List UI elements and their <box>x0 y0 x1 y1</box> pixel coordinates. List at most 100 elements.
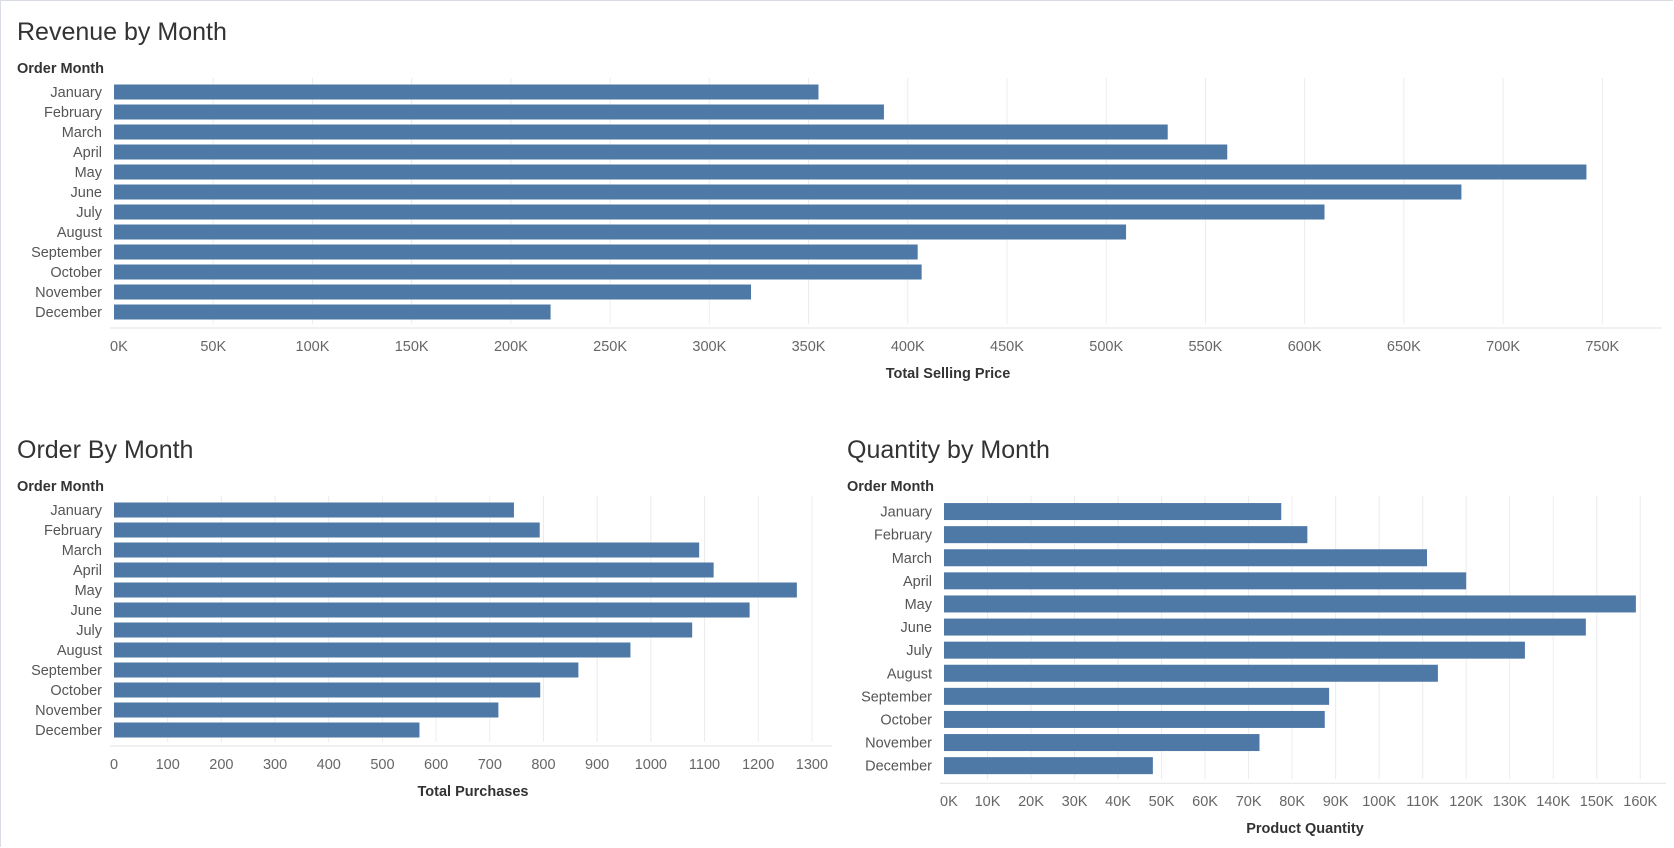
category-label: August <box>57 225 102 241</box>
x-tick-label: 150K <box>1580 794 1614 810</box>
bar-july[interactable] <box>944 641 1525 659</box>
x-tick-label: 500K <box>1089 339 1123 355</box>
x-tick-label: 1100 <box>689 757 720 773</box>
bar-november[interactable] <box>944 734 1260 752</box>
category-label: July <box>76 205 103 221</box>
bar-december[interactable] <box>114 722 420 738</box>
x-tick-label: 750K <box>1585 339 1619 355</box>
bar-october[interactable] <box>114 264 922 280</box>
category-label: August <box>887 666 932 682</box>
category-label: January <box>50 503 102 519</box>
bar-may[interactable] <box>114 582 797 598</box>
bar-april[interactable] <box>944 572 1467 590</box>
category-label: June <box>71 603 102 619</box>
category-label: March <box>62 543 102 559</box>
bar-june[interactable] <box>114 184 1462 200</box>
bar-september[interactable] <box>944 687 1330 705</box>
bar-november[interactable] <box>114 702 499 718</box>
x-tick-label: 0 <box>110 757 118 773</box>
bar-june[interactable] <box>114 602 750 618</box>
category-label: November <box>35 285 102 301</box>
x-tick-label: 700K <box>1486 339 1520 355</box>
x-tick-label: 650K <box>1387 339 1421 355</box>
category-axis-header: Order Month <box>17 479 104 495</box>
x-tick-label: 1200 <box>742 757 774 773</box>
category-label: April <box>73 145 102 161</box>
bar-february[interactable] <box>944 526 1308 544</box>
revenue-chart-panel: Revenue by Month Order Month January Febru… <box>0 0 1674 400</box>
bar-july[interactable] <box>114 622 693 638</box>
bar-january[interactable] <box>114 84 819 100</box>
quantity-chart-panel: Quantity by Month Order Month January Febr… <box>830 418 1674 838</box>
bar-october[interactable] <box>944 710 1325 728</box>
x-tick-label: 0K <box>940 794 958 810</box>
category-label: May <box>75 165 103 181</box>
x-tick-label: 160K <box>1623 794 1657 810</box>
bar-april[interactable] <box>114 144 1228 160</box>
category-label: August <box>57 643 102 659</box>
category-label: March <box>892 551 932 567</box>
category-label: June <box>901 620 932 636</box>
bar-september[interactable] <box>114 662 579 678</box>
bar-february[interactable] <box>114 522 540 538</box>
bar-march[interactable] <box>944 549 1428 567</box>
x-tick-label: 1300 <box>796 757 828 773</box>
category-label: October <box>50 683 102 699</box>
bar-may[interactable] <box>114 164 1587 180</box>
bar-march[interactable] <box>114 124 1168 140</box>
x-tick-label: 40K <box>1105 794 1131 810</box>
x-tick-label: 30K <box>1062 794 1088 810</box>
x-tick-label: 50K <box>1149 794 1175 810</box>
category-label: September <box>31 663 102 679</box>
bar-august[interactable] <box>114 224 1127 240</box>
x-tick-label: 600 <box>424 757 448 773</box>
bar-january[interactable] <box>114 502 514 518</box>
chart-title: Quantity by Month <box>847 436 1050 464</box>
category-label: July <box>76 623 103 639</box>
x-tick-label: 400 <box>317 757 341 773</box>
bar-may[interactable] <box>944 595 1636 613</box>
bar-april[interactable] <box>114 562 714 578</box>
category-label: January <box>50 85 102 101</box>
bar-june[interactable] <box>944 618 1586 636</box>
x-tick-label: 300 <box>263 757 287 773</box>
bar-december[interactable] <box>114 304 551 320</box>
category-label: November <box>865 736 932 752</box>
bar-february[interactable] <box>114 104 884 120</box>
x-tick-label: 350K <box>792 339 826 355</box>
category-label: November <box>35 703 102 719</box>
x-tick-label: 110K <box>1406 794 1439 810</box>
x-tick-label: 10K <box>975 794 1001 810</box>
category-label: February <box>44 105 103 121</box>
x-tick-label: 50K <box>200 339 226 355</box>
x-tick-label: 0K <box>110 339 128 355</box>
category-label: December <box>865 759 932 775</box>
category-label: January <box>880 505 932 521</box>
revenue-chart: Order Month January February March April May J… <box>17 61 1662 382</box>
x-tick-label: 400K <box>891 339 925 355</box>
chart-title: Order By Month <box>17 436 194 464</box>
category-label: December <box>35 723 102 739</box>
bar-september[interactable] <box>114 244 918 260</box>
category-label: April <box>903 574 932 590</box>
bar-november[interactable] <box>114 284 751 300</box>
x-tick-label: 150K <box>395 339 429 355</box>
bar-december[interactable] <box>944 757 1153 775</box>
x-axis-title: Total Purchases <box>418 784 529 800</box>
category-label: February <box>44 523 103 539</box>
category-label: October <box>50 265 102 281</box>
category-axis-header: Order Month <box>17 61 104 77</box>
x-tick-label: 1000 <box>635 757 667 773</box>
bar-october[interactable] <box>114 682 541 698</box>
bar-august[interactable] <box>114 642 631 658</box>
x-tick-label: 100K <box>296 339 330 355</box>
x-tick-label: 200K <box>494 339 528 355</box>
bar-july[interactable] <box>114 204 1325 220</box>
x-tick-label: 550K <box>1188 339 1222 355</box>
x-tick-label: 140K <box>1536 794 1570 810</box>
bar-march[interactable] <box>114 542 700 558</box>
bar-january[interactable] <box>944 503 1282 521</box>
orders-chart-panel: Order By Month Order Month January Februar… <box>0 418 832 838</box>
bar-august[interactable] <box>944 664 1438 682</box>
